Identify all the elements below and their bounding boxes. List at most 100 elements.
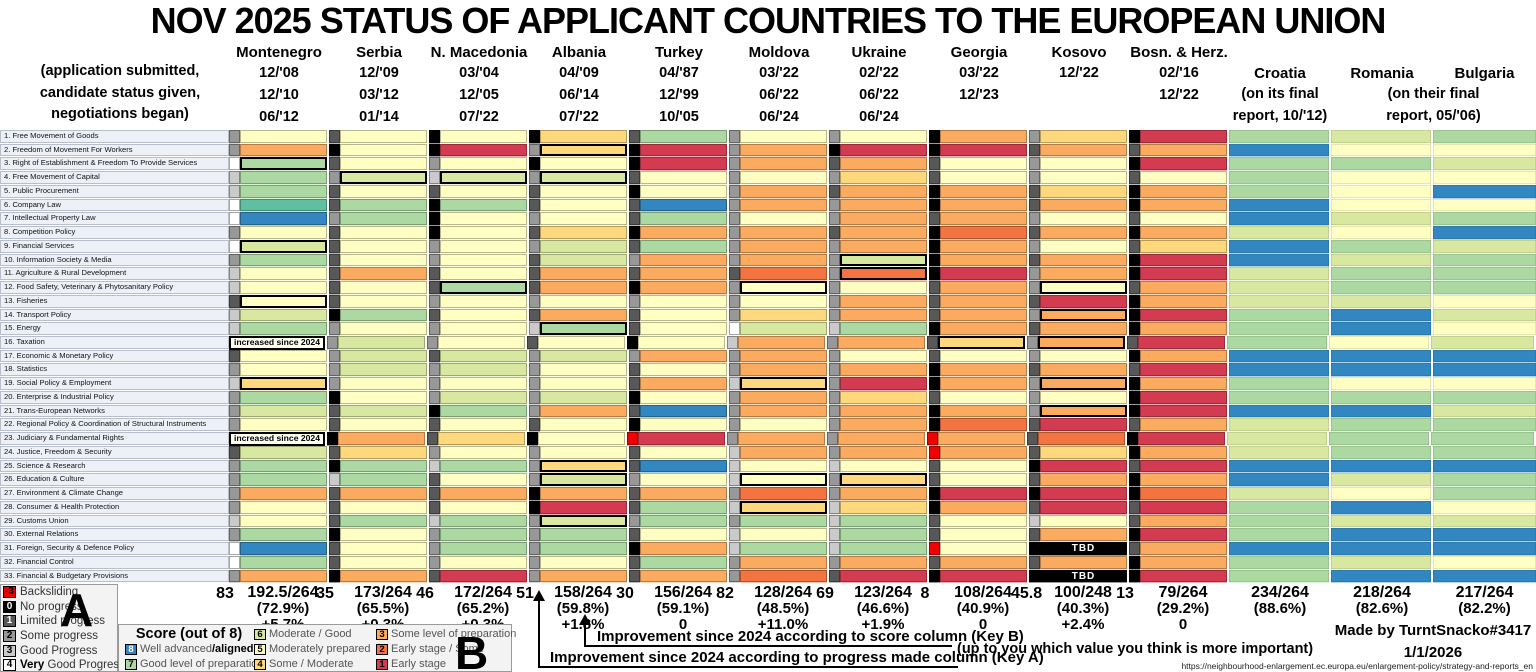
- progress-cell: [329, 555, 340, 570]
- score-cell: [640, 363, 727, 378]
- progress-cell: [529, 404, 540, 419]
- score-total: 234/264: [1251, 584, 1309, 601]
- score-cell: [840, 198, 927, 213]
- score-cell: [240, 198, 327, 213]
- grid-row: 2. Freedom of Movement For Workers: [0, 143, 1536, 158]
- progress-cell: [1129, 239, 1140, 254]
- score-cell: [340, 418, 427, 433]
- member-score-cell: [1229, 198, 1329, 213]
- progress-cell: [329, 514, 340, 529]
- progress-cell: [829, 130, 840, 144]
- legend-b-label: Moderately prepared: [269, 643, 371, 655]
- member-score-cell: [1229, 459, 1329, 474]
- progress-cell: [1129, 514, 1140, 529]
- member-score-cell: [1229, 445, 1329, 460]
- score-cell: [940, 130, 1027, 144]
- progress-total: 83: [216, 585, 234, 602]
- progress-cell: [429, 212, 440, 227]
- score-cell: [440, 322, 527, 337]
- score-cell: [440, 308, 527, 323]
- score-cell: [940, 445, 1027, 460]
- score-cell: [240, 184, 327, 199]
- score-cell: [240, 143, 327, 158]
- member-score-cell: [1229, 253, 1329, 268]
- score-cell: [640, 294, 727, 309]
- score-cell: [740, 445, 827, 460]
- member-score-cell: [1229, 157, 1329, 172]
- score-total: 172/264: [454, 584, 512, 601]
- legend-b-swatch: 4: [254, 658, 266, 670]
- grid-row: 23. Judiciary & Fundamental Rights increa…: [0, 432, 1536, 446]
- progress-cell: [729, 390, 740, 405]
- score-percent: (65.2%): [456, 600, 510, 617]
- score-cell: [1040, 377, 1127, 391]
- score-cell: [1038, 336, 1125, 350]
- score-total: 100/248: [1054, 584, 1112, 601]
- grid-row: 4. Free Movement of Capital: [0, 171, 1536, 185]
- progress-cell: [829, 253, 840, 268]
- member-score-cell: [1229, 294, 1329, 309]
- score-cell: [740, 528, 827, 543]
- progress-cell: [329, 171, 340, 185]
- progress-cell: [229, 445, 240, 460]
- grid-row: 21. Trans-European Networks: [0, 404, 1536, 419]
- member-score-cell: [1229, 569, 1329, 584]
- grid-row: 29. Customs Union: [0, 514, 1536, 529]
- country-date: 03/'04: [459, 65, 499, 81]
- score-cell: [1140, 390, 1227, 405]
- member-score-cell: [1433, 294, 1536, 309]
- score-cell: [638, 432, 725, 446]
- progress-cell: [729, 473, 740, 488]
- key-b-arrow-line: [584, 624, 586, 646]
- progress-cell: [1129, 349, 1140, 364]
- member-score-cell: [1229, 184, 1329, 199]
- score-cell: [540, 404, 627, 419]
- member-score-cell: [1433, 267, 1536, 282]
- country-name: Croatia: [1254, 65, 1306, 82]
- progress-cell: [229, 198, 240, 213]
- score-cell: [1040, 390, 1127, 405]
- member-score-cell: [1229, 281, 1329, 295]
- score-cell: [1140, 459, 1227, 474]
- score-cell: [840, 171, 927, 185]
- chapter-label: 11. Agriculture & Rural Development: [0, 267, 229, 282]
- score-cell: [1140, 212, 1227, 227]
- progress-cell: [329, 390, 340, 405]
- score-cell: [1040, 418, 1127, 433]
- score-cell: [440, 294, 527, 309]
- country-date: [1021, 84, 1137, 106]
- progress-cell: [429, 514, 440, 529]
- grid-row: 1. Free Movement of Goods: [0, 130, 1536, 144]
- score-cell: [1040, 322, 1127, 337]
- score-cell: [540, 253, 627, 268]
- legend-b-swatch: 1: [376, 658, 388, 670]
- score-cell: [1040, 308, 1127, 323]
- progress-cell: [829, 349, 840, 364]
- score-cell: [840, 226, 927, 240]
- progress-cell: [529, 542, 540, 556]
- member-score-cell: [1331, 404, 1431, 419]
- member-score-cell: [1331, 130, 1431, 144]
- score-cell: [340, 239, 427, 254]
- progress-cell: [527, 432, 538, 446]
- progress-cell: [429, 500, 440, 515]
- chapter-label: 16. Taxation: [0, 336, 229, 350]
- legend-a-item: 2 Some progress: [1, 629, 117, 644]
- score-total-stack: 79/264 (29.2%) 0: [1139, 584, 1227, 633]
- progress-total: 82: [716, 585, 734, 602]
- progress-cell: [829, 198, 840, 213]
- grid-row: 18. Statistics: [0, 363, 1536, 378]
- score-cell: [640, 487, 727, 501]
- grid-row: 6. Company Law: [0, 198, 1536, 213]
- score-cell: [1140, 487, 1227, 501]
- member-score-cell: [1329, 432, 1429, 446]
- score-cell: [640, 212, 727, 227]
- score-cell: [240, 239, 327, 254]
- progress-cell: [229, 171, 240, 185]
- progress-total: 45.8: [1011, 585, 1043, 602]
- progress-cell: [527, 336, 538, 350]
- key-a-arrowhead-icon: [533, 590, 545, 601]
- applicant-header-n-macedonia: N. Macedonia 03/'04 12/'05 07/'22: [421, 43, 537, 128]
- score-cell: [740, 212, 827, 227]
